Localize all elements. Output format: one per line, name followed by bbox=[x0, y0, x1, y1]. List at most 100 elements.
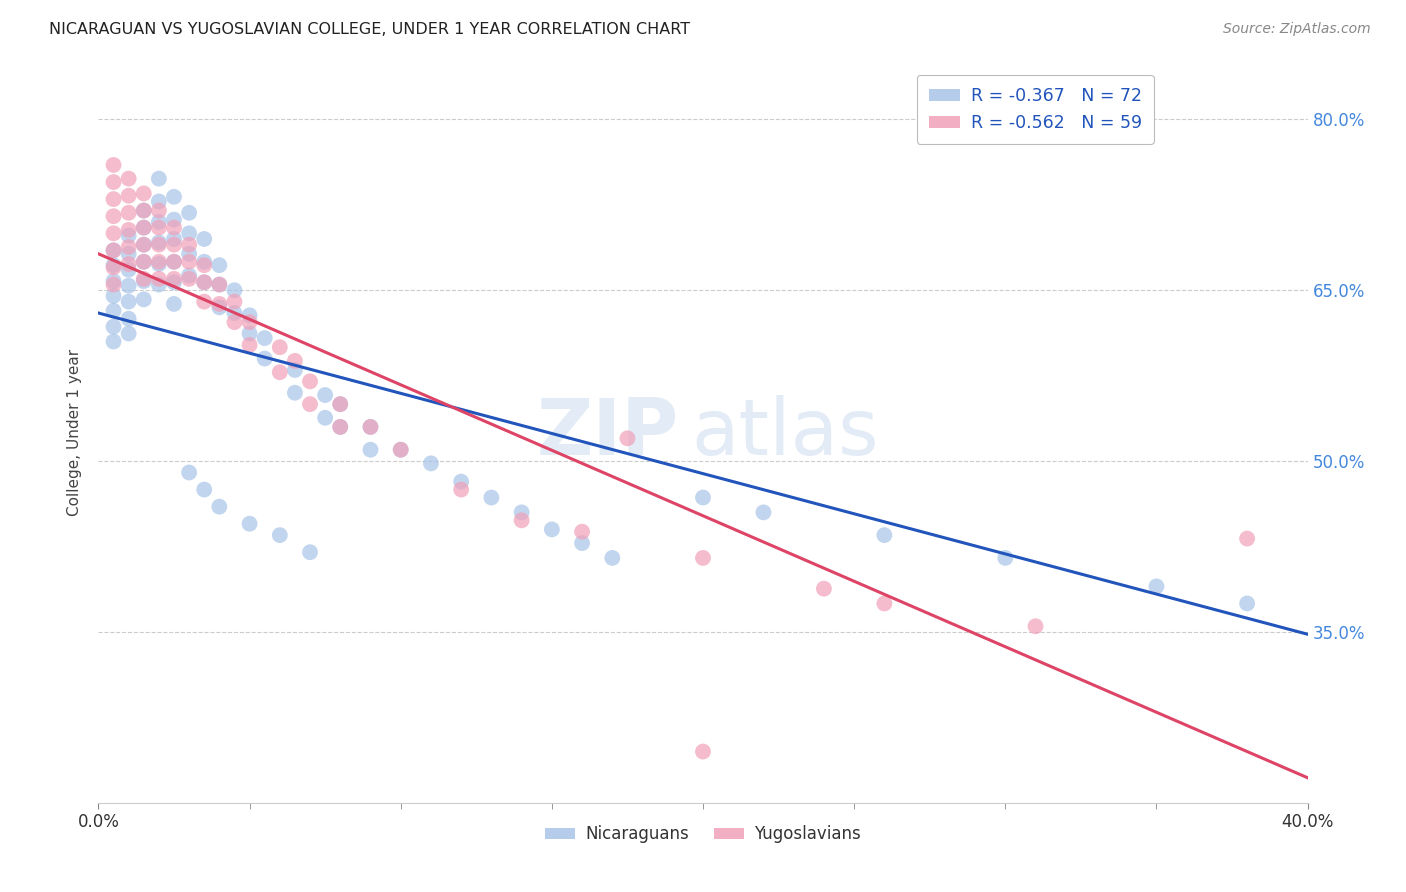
Point bbox=[179, 206, 201, 220]
Point bbox=[208, 500, 231, 514]
Point bbox=[193, 254, 215, 268]
Point bbox=[179, 254, 201, 268]
Point bbox=[103, 258, 125, 272]
Point bbox=[752, 505, 775, 519]
Point bbox=[148, 215, 170, 229]
Point bbox=[389, 442, 412, 457]
Point bbox=[179, 268, 201, 283]
Point bbox=[118, 262, 141, 277]
Point bbox=[193, 275, 215, 289]
Point bbox=[616, 431, 638, 445]
Point bbox=[299, 397, 322, 411]
Point bbox=[118, 188, 141, 202]
Point bbox=[148, 272, 170, 286]
Point bbox=[163, 220, 186, 235]
Point bbox=[148, 235, 170, 250]
Point bbox=[239, 315, 262, 329]
Point bbox=[103, 244, 125, 258]
Point bbox=[239, 308, 262, 322]
Point bbox=[329, 420, 352, 434]
Point bbox=[179, 247, 201, 261]
Point bbox=[994, 550, 1017, 565]
Point bbox=[163, 212, 186, 227]
Point bbox=[299, 545, 322, 559]
Point bbox=[118, 206, 141, 220]
Point bbox=[148, 203, 170, 218]
Point bbox=[329, 420, 352, 434]
Point bbox=[602, 550, 624, 565]
Point bbox=[118, 228, 141, 243]
Point bbox=[692, 491, 714, 505]
Point bbox=[179, 466, 201, 480]
Point bbox=[148, 254, 170, 268]
Point bbox=[103, 192, 125, 206]
Point bbox=[148, 257, 170, 271]
Point bbox=[1024, 619, 1046, 633]
Point bbox=[148, 237, 170, 252]
Y-axis label: College, Under 1 year: College, Under 1 year bbox=[67, 349, 83, 516]
Point bbox=[132, 237, 155, 252]
Point bbox=[118, 223, 141, 237]
Point bbox=[284, 354, 307, 368]
Point bbox=[284, 363, 307, 377]
Point bbox=[389, 442, 412, 457]
Point bbox=[103, 277, 125, 292]
Point bbox=[208, 277, 231, 292]
Point bbox=[224, 294, 246, 309]
Point bbox=[420, 456, 443, 470]
Point bbox=[450, 475, 472, 489]
Point bbox=[692, 550, 714, 565]
Point bbox=[1236, 532, 1258, 546]
Point bbox=[163, 297, 186, 311]
Point bbox=[193, 294, 215, 309]
Point bbox=[193, 232, 215, 246]
Point bbox=[179, 227, 201, 241]
Point bbox=[269, 365, 291, 379]
Point bbox=[132, 186, 155, 201]
Point bbox=[193, 275, 215, 289]
Point bbox=[148, 194, 170, 209]
Point bbox=[918, 118, 941, 132]
Point bbox=[269, 528, 291, 542]
Point bbox=[103, 260, 125, 275]
Point bbox=[132, 254, 155, 268]
Point bbox=[163, 254, 186, 268]
Point bbox=[1144, 579, 1167, 593]
Point bbox=[132, 272, 155, 286]
Point bbox=[103, 209, 125, 223]
Point bbox=[163, 232, 186, 246]
Point bbox=[1236, 597, 1258, 611]
Point bbox=[103, 289, 125, 303]
Point bbox=[253, 331, 276, 345]
Point bbox=[163, 272, 186, 286]
Point bbox=[299, 375, 322, 389]
Point bbox=[450, 483, 472, 497]
Point bbox=[208, 258, 231, 272]
Point bbox=[132, 220, 155, 235]
Point bbox=[103, 319, 125, 334]
Point bbox=[481, 491, 503, 505]
Point bbox=[103, 227, 125, 241]
Point bbox=[132, 220, 155, 235]
Text: Source: ZipAtlas.com: Source: ZipAtlas.com bbox=[1223, 22, 1371, 37]
Point bbox=[103, 175, 125, 189]
Point bbox=[692, 745, 714, 759]
Legend: Nicaraguans, Yugoslavians: Nicaraguans, Yugoslavians bbox=[538, 819, 868, 850]
Point bbox=[239, 338, 262, 352]
Point bbox=[163, 190, 186, 204]
Point bbox=[329, 397, 352, 411]
Point bbox=[571, 524, 593, 539]
Point bbox=[103, 274, 125, 288]
Point bbox=[118, 171, 141, 186]
Point bbox=[118, 326, 141, 341]
Point bbox=[360, 442, 382, 457]
Point bbox=[118, 278, 141, 293]
Point bbox=[132, 274, 155, 288]
Point bbox=[284, 385, 307, 400]
Text: NICARAGUAN VS YUGOSLAVIAN COLLEGE, UNDER 1 YEAR CORRELATION CHART: NICARAGUAN VS YUGOSLAVIAN COLLEGE, UNDER… bbox=[49, 22, 690, 37]
Point bbox=[163, 237, 186, 252]
Point bbox=[132, 203, 155, 218]
Point bbox=[269, 340, 291, 354]
Point bbox=[510, 513, 533, 527]
Point bbox=[239, 326, 262, 341]
